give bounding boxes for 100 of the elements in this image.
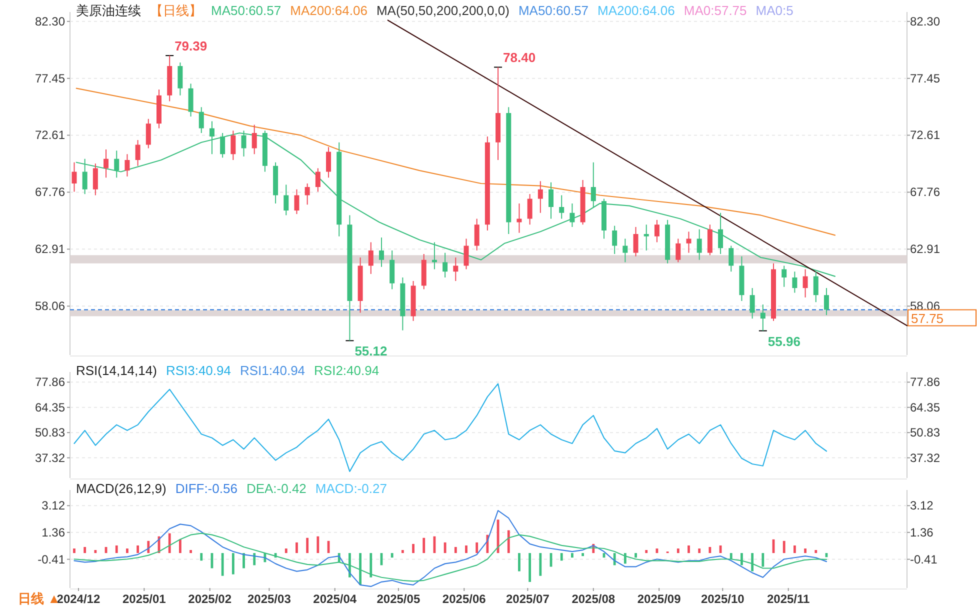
text: MA50:60.57 [211,3,282,18]
x-tick-label: 2025/10 [700,592,745,606]
bar [804,548,806,554]
bar [284,548,288,554]
bar [518,553,520,572]
text: DIFF:-0.56 [175,481,238,496]
annotation: RSI2:40.94 [314,363,380,378]
bar [793,545,796,554]
bar [242,553,245,568]
y-tick-label: 72.61 [34,128,66,142]
candlestick [612,225,618,254]
candlestick [453,257,458,282]
candlestick [124,154,130,177]
bar [296,542,298,554]
annotation: MA0:5 [756,3,794,18]
candlestick [559,194,564,220]
bar [740,553,743,566]
y2-tick-label: 82.30 [910,14,940,28]
x-tick-label: 2025/05 [376,592,420,606]
line-series [74,510,828,588]
y-tick-label: 82.30 [34,14,66,28]
candlestick [474,218,480,251]
y2-tick-label: 62.91 [910,242,940,256]
x-tick-label: 2025/04 [313,592,357,606]
candlestick [570,202,575,228]
candlestick [516,202,522,234]
bar [582,553,584,556]
candlestick [378,237,384,268]
candlestick [315,168,320,192]
ref-line-label: 57.75 [911,310,944,326]
bar [115,545,118,554]
bar [136,545,140,554]
bar [84,546,86,554]
bar [571,553,574,558]
candlestick [802,268,808,298]
x-tick-label: 2025/09 [637,592,682,606]
bar [200,553,203,561]
y2-tick-label: 77.86 [910,375,940,390]
annotation: MA(50,50,200,200,0,0) [376,3,510,18]
candlestick [464,238,469,270]
bar [390,553,394,558]
candlestick [304,183,310,206]
bar [232,553,234,574]
candlestick [718,212,724,254]
y-tick-label: -0.41 [38,552,66,566]
candlestick [707,224,712,256]
y-tick-label: 37.32 [34,450,66,465]
text: DEA:-0.42 [246,481,306,496]
y2-tick-label: 37.32 [910,450,940,465]
bar [370,553,372,578]
annotation: 55.96 [768,334,800,349]
y2-tick-label: 1.36 [910,525,934,540]
bar [762,553,764,567]
candlestick [230,130,236,161]
y2-tick-label: 50.83 [910,426,940,440]
candlestick [824,288,829,316]
y2-tick-label: 77.45 [910,71,940,86]
bar [539,553,542,576]
y2-tick-label: -0.41 [910,552,938,566]
bar [698,548,701,554]
bar [73,548,76,554]
candlestick [538,180,543,214]
x-tick-label: 2025/07 [506,592,550,606]
line-series [76,88,836,236]
x-tick-label: 2025/03 [247,592,292,606]
candlestick [590,162,596,208]
chart-title: MACD(26,12,9) [76,481,166,496]
candlestick [760,304,766,332]
candlestick [294,188,300,215]
bar [190,550,192,554]
y-tick-label: 77.45 [34,71,66,86]
x-tick-label: 2025/08 [572,592,616,606]
annotation: RSI1:40.94 [240,363,306,378]
candlestick [188,83,194,118]
candlestick [198,106,204,134]
y-tick-label: 1.36 [42,525,66,540]
bar [168,533,171,554]
candlestick [252,124,257,155]
bar [730,553,732,560]
bar [645,550,648,554]
candlestick [178,62,183,96]
bar [688,545,690,554]
x-tick-label: 2025/02 [188,592,232,606]
bar [306,538,309,554]
candlestick [284,184,289,216]
candlestick [782,265,787,288]
bar [528,553,532,582]
annotation: 79.39 [174,38,208,54]
annotation: 55.12 [354,344,388,359]
candlestick [750,288,755,320]
y2-tick-label: 3.12 [910,498,934,513]
candlestick [696,228,702,260]
bar [401,550,404,554]
candlestick [82,158,88,195]
bar [465,545,468,554]
bar [422,538,426,554]
bar [814,550,818,554]
line-series [74,383,828,472]
y-tick-label: 67.76 [34,185,66,200]
y-tick-label: 3.12 [42,498,66,513]
